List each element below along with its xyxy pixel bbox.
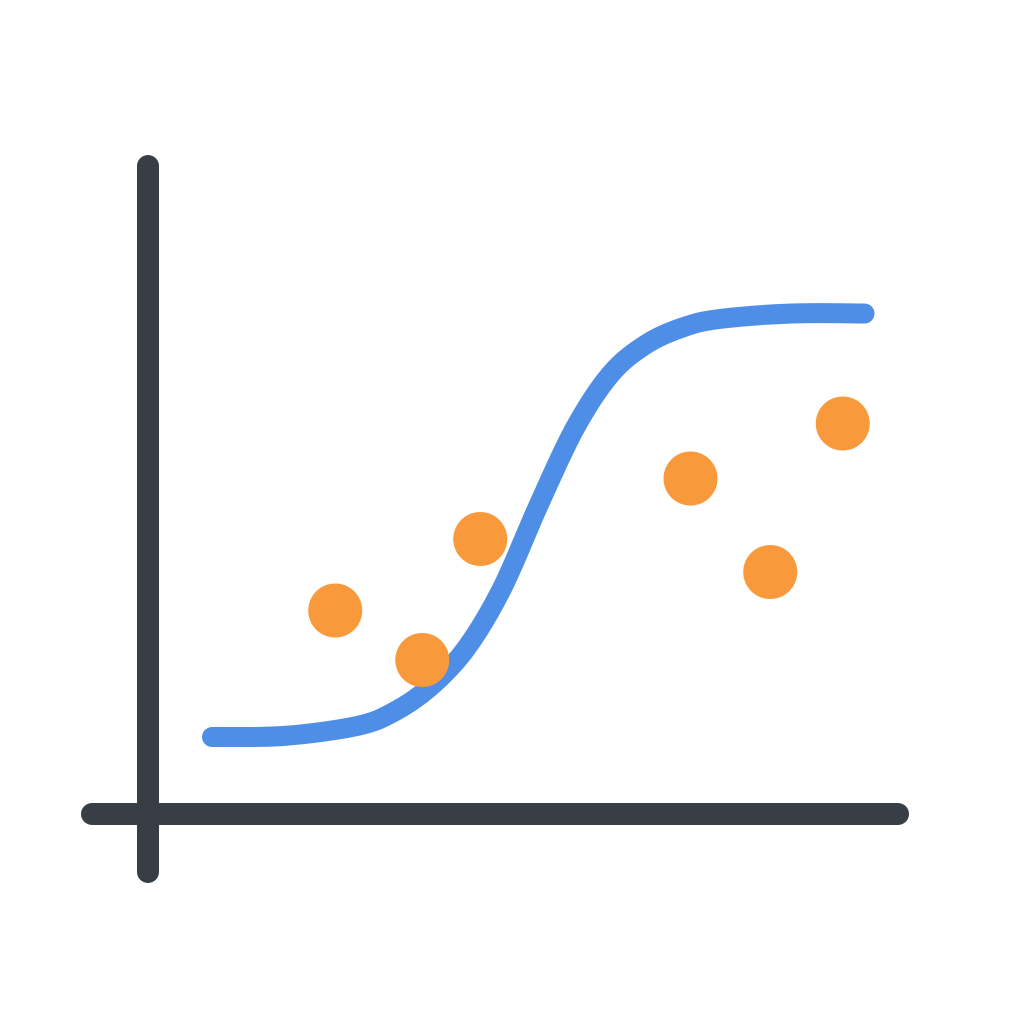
data-point-4 — [663, 451, 718, 506]
scatter-series — [308, 396, 870, 687]
axes — [81, 155, 909, 883]
sigmoid-curve-line — [202, 303, 875, 748]
data-point-6 — [815, 396, 870, 451]
curve-series — [202, 303, 875, 748]
data-point-3 — [453, 512, 508, 566]
data-point-5 — [743, 545, 798, 599]
data-point-1 — [308, 583, 363, 638]
data-point-2 — [395, 633, 450, 687]
